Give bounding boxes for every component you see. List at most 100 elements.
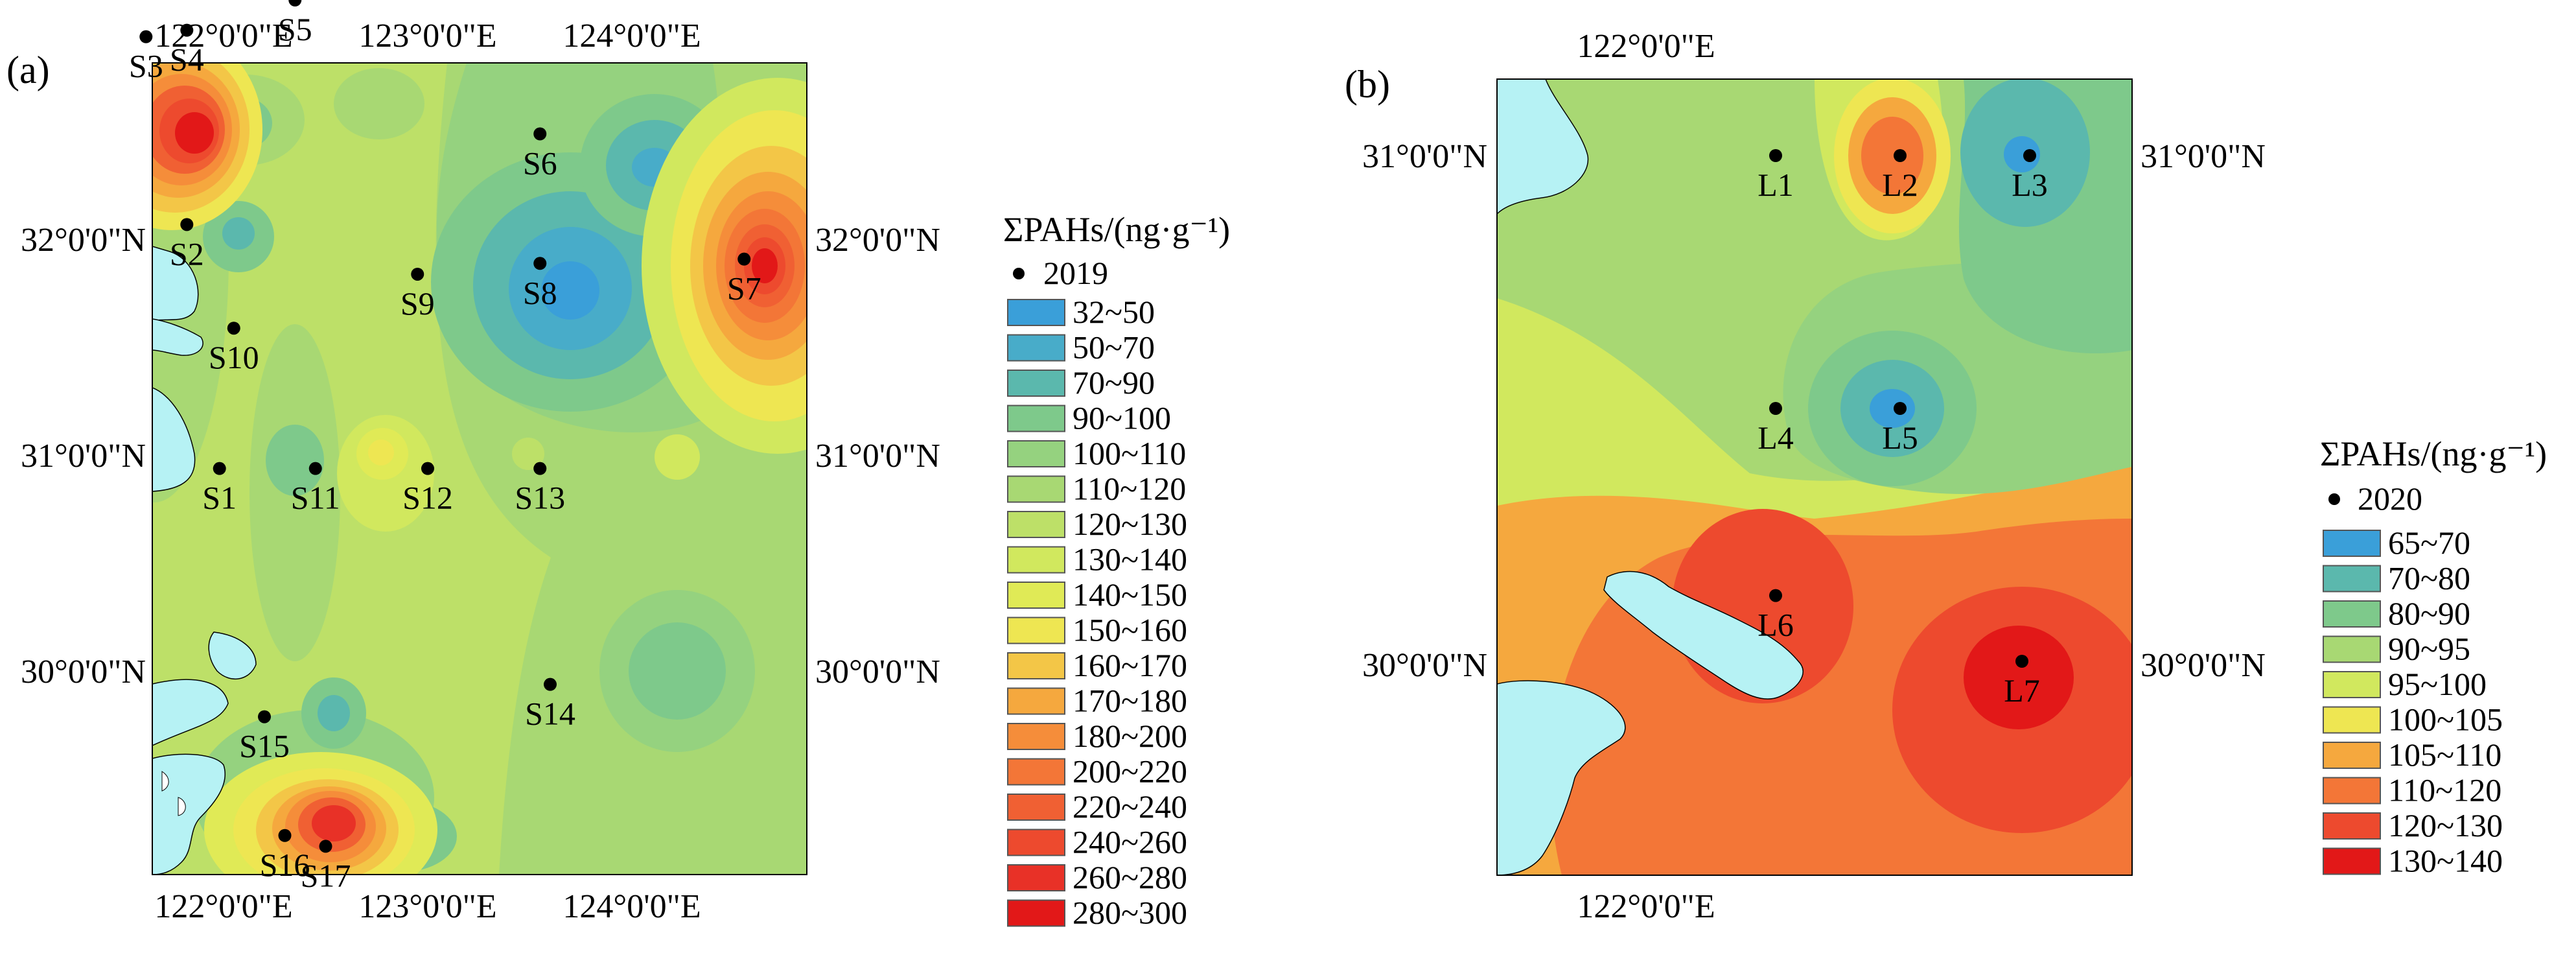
legend-label: 240~260 xyxy=(1073,824,1187,860)
station-marker xyxy=(1894,402,1907,415)
legend-item: 50~70 xyxy=(1007,329,1155,366)
legend-item: 90~95 xyxy=(2323,631,2470,667)
left-lat-label: 30°0'0"N xyxy=(1362,647,1487,684)
panel-a-frame xyxy=(152,62,807,875)
legend-point-marker xyxy=(1013,268,1025,279)
legend-swatch xyxy=(1007,546,1065,574)
station-l1: L1 xyxy=(1758,149,1794,203)
legend-label: 180~200 xyxy=(1073,718,1187,754)
station-l3: L3 xyxy=(2012,149,2048,203)
station-marker xyxy=(319,840,332,853)
coastline-north-jiangsu xyxy=(152,246,199,322)
station-marker xyxy=(411,267,424,281)
legend-swatch xyxy=(2323,565,2381,593)
legend-swatch xyxy=(1007,864,1065,891)
left-lat-label: 30°0'0"N xyxy=(21,653,146,690)
contour-s16-260-280 xyxy=(312,805,356,841)
station-label: S7 xyxy=(727,270,761,307)
left-lat-label: 31°0'0"N xyxy=(1362,138,1487,175)
station-marker xyxy=(421,462,434,475)
legend-swatch xyxy=(1007,440,1065,467)
legend-label: 70~80 xyxy=(2388,560,2470,596)
panel-b-land xyxy=(1497,79,1804,875)
station-marker xyxy=(737,252,751,266)
station-label: L3 xyxy=(2012,167,2048,203)
station-label: S14 xyxy=(525,696,575,732)
legend-swatch xyxy=(1007,899,1065,927)
legend-label: 90~95 xyxy=(2388,631,2470,667)
station-marker xyxy=(2015,655,2028,668)
station-marker xyxy=(278,829,292,842)
station-label: L4 xyxy=(1758,419,1794,456)
station-marker xyxy=(1769,589,1782,602)
legend-classes: 32~5050~7070~9090~100100~110110~120120~1… xyxy=(1007,294,1187,931)
legend-label: 140~150 xyxy=(1073,576,1187,613)
top-lon-label: 122°0'0"E xyxy=(1577,28,1715,65)
station-label: S4 xyxy=(170,41,204,78)
panel-a-map xyxy=(152,63,807,875)
station-label: S9 xyxy=(400,285,435,322)
legend-item: 260~280 xyxy=(1007,859,1187,895)
legend-label: 120~130 xyxy=(2388,807,2503,843)
panel-a-top-lon-labels: 122°0'0"E 123°0'0"E 124°0'0"E xyxy=(154,18,701,54)
station-s8: S8 xyxy=(523,257,557,311)
legend-item: 240~260 xyxy=(1007,824,1187,860)
contour-s15-70-90 xyxy=(318,695,350,731)
station-label: S13 xyxy=(515,480,565,516)
legend-title: ΣPAHs/(ng·g⁻¹) xyxy=(2320,434,2547,473)
legend-label: 32~50 xyxy=(1073,294,1155,330)
legend-swatch xyxy=(2323,671,2381,698)
legend-item: 200~220 xyxy=(1007,753,1187,790)
legend-label: 170~180 xyxy=(1073,683,1187,719)
station-marker xyxy=(308,462,322,475)
legend-swatch xyxy=(1007,794,1065,821)
panel-b-map xyxy=(1497,79,2132,875)
legend-swatch xyxy=(2323,635,2381,663)
panel-a-land xyxy=(152,246,257,875)
station-label: S1 xyxy=(202,480,237,516)
legend-label: 110~120 xyxy=(1073,471,1186,507)
legend-item: 90~100 xyxy=(1007,400,1171,436)
station-s7: S7 xyxy=(727,252,761,307)
contour-s9-32-50 xyxy=(541,261,599,320)
legend-swatch xyxy=(2323,742,2381,769)
legend-item: 220~240 xyxy=(1007,788,1187,825)
panel-a-stations: S1 S2 S3 S4 S5 S6 S7 S8 S9 S10 S11 S12 S13 S14 S15 S16S… xyxy=(129,0,761,893)
station-s3: S3 xyxy=(129,30,163,84)
station-marker xyxy=(1769,402,1782,415)
legend-swatch xyxy=(2323,812,2381,840)
legend-swatch xyxy=(1007,687,1065,715)
station-l4: L4 xyxy=(1758,402,1794,456)
station-label: S8 xyxy=(523,274,557,311)
legend-item: 160~170 xyxy=(1007,647,1187,683)
top-lon-label: 123°0'0"E xyxy=(358,18,496,54)
contour-l3-65-70 xyxy=(2004,136,2040,172)
station-marker xyxy=(533,257,547,270)
legend-label: 120~130 xyxy=(1073,506,1187,542)
left-lat-label: 31°0'0"N xyxy=(21,438,146,475)
station-marker xyxy=(180,218,194,231)
panel-a-contours xyxy=(152,63,807,875)
bottom-lon-label: 124°0'0"E xyxy=(563,888,701,925)
panel-a-right-lat-labels: 32°0'0"N 31°0'0"N 30°0'0"N xyxy=(815,222,940,690)
contour-l7-130-140 xyxy=(1964,626,2074,729)
bottom-lon-label: 122°0'0"E xyxy=(154,888,292,925)
legend-swatch xyxy=(1007,652,1065,679)
legend-title: ΣPAHs/(ng·g⁻¹) xyxy=(1003,210,1230,249)
legend-swatch xyxy=(1007,829,1065,856)
legend-label: 95~100 xyxy=(2388,666,2487,702)
station-marker xyxy=(180,23,194,37)
legend-swatch xyxy=(1007,582,1065,609)
station-s17: S17 xyxy=(301,840,351,893)
station-marker xyxy=(1894,149,1907,162)
legend-item: 140~150 xyxy=(1007,576,1187,613)
legend-classes: 65~7070~8080~9090~9595~100100~105105~110… xyxy=(2323,524,2503,879)
station-s5: S5 xyxy=(278,0,312,47)
station-l2: L2 xyxy=(1882,149,1918,203)
contour-s12-120-130 xyxy=(512,438,544,470)
legend-item: 100~110 xyxy=(1007,435,1186,471)
station-label: S3 xyxy=(129,48,163,84)
legend-item: 110~120 xyxy=(2323,772,2501,808)
